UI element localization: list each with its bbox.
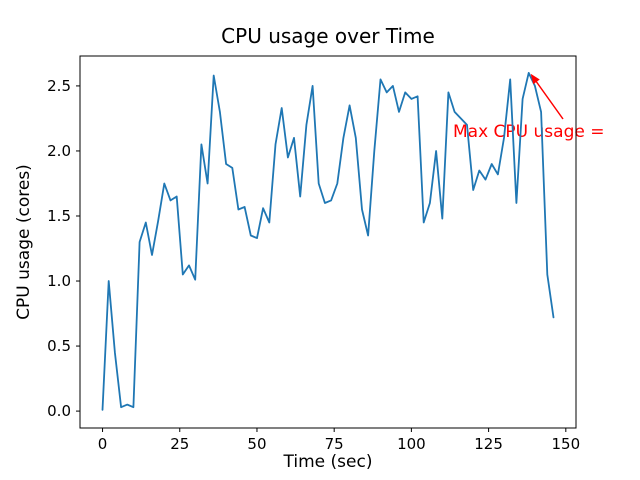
max-cpu-annotation: Max CPU usage = <box>453 122 605 142</box>
x-tick-label: 50 <box>247 435 266 453</box>
x-axis-label: Time (sec) <box>283 452 373 472</box>
y-tick-label: 1.0 <box>47 272 71 290</box>
x-tick-label: 0 <box>98 435 108 453</box>
x-tick-label: 100 <box>397 435 426 453</box>
annotation-arrowhead <box>530 73 540 85</box>
y-tick-label: 1.5 <box>47 207 71 225</box>
plot-line <box>101 72 555 411</box>
x-tick-label: 75 <box>325 435 344 453</box>
axes-box <box>79 55 577 429</box>
x-tick-label: 150 <box>551 435 580 453</box>
y-tick-label: 0.0 <box>47 402 71 420</box>
y-tick-label: 2.0 <box>47 142 71 160</box>
y-tick-label: 0.5 <box>47 337 71 355</box>
annotation-arrow <box>532 76 564 120</box>
x-tick-label: 125 <box>474 435 503 453</box>
y-tick-label: 2.5 <box>47 77 71 95</box>
x-tick-label: 25 <box>170 435 189 453</box>
chart-title: CPU usage over Time <box>221 24 435 48</box>
